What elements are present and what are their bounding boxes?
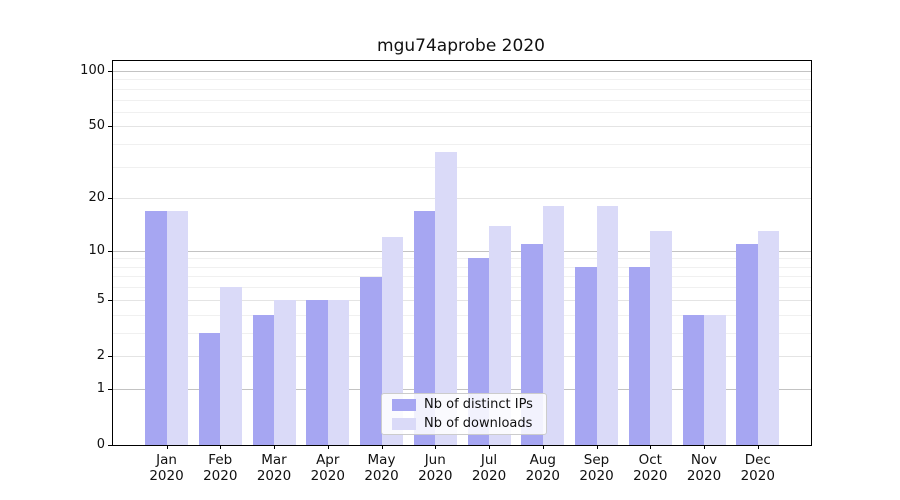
x-tick-label-sep: Sep 2020 [579,452,614,484]
bar-jun-downloads [435,152,457,445]
gridline-decade [113,388,811,390]
bar-apr-distinct-ips [306,299,328,445]
gridline-decade [113,250,811,252]
x-tick-label-apr: Apr 2020 [310,452,345,484]
x-tick-mark [220,445,222,449]
y-tick-mark [108,445,112,446]
x-tick-mark [166,445,168,449]
gridline-minor [113,314,811,316]
gridline-minor [113,266,811,268]
gridline-minor [113,144,811,146]
bar-feb-distinct-ips [198,332,221,445]
gridline-minor [113,88,811,90]
y-tick-label: 0 [96,437,105,452]
legend: Nb of distinct IPs Nb of downloads [381,393,547,435]
bar-oct-downloads [650,231,672,445]
legend-swatch-downloads [392,417,416,430]
x-tick-label-jun: Jun 2020 [418,452,453,484]
x-tick-mark [274,445,275,449]
y-tick-label: 20 [88,190,105,206]
y-tick-mark [108,250,112,252]
bar-dec-distinct-ips [736,243,758,445]
x-tick-mark [757,445,759,449]
y-tick-mark [108,355,112,357]
x-tick-label-dec: Dec 2020 [740,452,775,484]
gridline-major [113,355,811,357]
y-tick-label: 1 [96,380,105,396]
x-tick-mark [542,445,544,449]
y-tick-label: 5 [96,291,105,307]
y-tick-label: 100 [80,63,105,78]
y-tick-label: 10 [88,242,105,258]
y-tick-label: 50 [88,118,105,134]
gridline-minor [113,332,811,334]
bar-feb-downloads [220,287,242,445]
gridline-minor [113,111,811,113]
bar-mar-downloads [274,299,296,445]
gridline-major [113,198,811,200]
bar-aug-downloads [542,206,565,445]
bar-mar-distinct-ips [252,314,274,445]
gridline-decade [113,71,811,72]
chart-title: mgu74aprobe 2020 [377,36,545,56]
x-tick-mark [435,445,437,449]
plot-area: 0 1 2 5 10 20 50 100 Jan 2020 Feb 2020 Mar 2020 Ap… [80,60,812,484]
x-tick-label-jan: Jan 2020 [149,452,184,484]
bar-jan-distinct-ips [145,210,167,445]
bar-apr-downloads [327,299,350,445]
x-tick-label-feb: Feb 2020 [203,452,238,484]
y-tick-mark [108,299,112,301]
bar-nov-downloads [704,314,726,445]
legend-item-distinct-ips: Nb of distinct IPs [382,397,546,412]
bar-jun-distinct-ips [413,210,436,445]
legend-label-downloads: Nb of downloads [424,416,533,431]
x-tick-label-nov: Nov 2020 [686,452,722,484]
legend-label-distinct-ips: Nb of distinct IPs [424,397,533,412]
bar-dec-downloads [757,231,780,445]
bar-oct-distinct-ips [628,266,651,445]
y-tick-mark [108,126,112,128]
bar-jul-downloads [489,225,511,445]
x-tick-label-mar: Mar 2020 [256,452,292,484]
gridline-minor [113,99,811,101]
x-tick-mark [704,445,705,449]
gridline-minor [113,166,811,168]
gridline-minor [113,276,811,278]
x-tick-mark [327,445,329,449]
legend-item-downloads: Nb of downloads [382,416,546,431]
x-tick-mark [596,445,598,449]
y-tick-mark [108,71,112,72]
legend-swatch-distinct-ips [392,398,416,411]
gridline-minor [113,287,811,289]
y-tick-mark [108,388,112,390]
gridline-major [113,126,811,128]
bar-nov-distinct-ips [682,314,704,445]
x-tick-label-aug: Aug 2020 [525,452,560,484]
gridline-minor [113,79,811,81]
bar-sep-distinct-ips [575,266,597,445]
x-tick-mark [650,445,652,449]
x-tick-label-jul: Jul 2020 [471,452,507,484]
x-tick-label-may: May 2020 [364,452,399,484]
x-tick-mark [489,445,490,449]
gridline-minor [113,258,811,260]
x-tick-mark [381,445,383,449]
bar-sep-downloads [596,206,618,445]
y-tick-mark [108,198,112,200]
bar-jan-downloads [166,210,188,445]
x-tick-label-oct: Oct 2020 [633,452,668,484]
gridline-major [113,299,811,301]
bar-may-distinct-ips [360,276,382,445]
y-tick-label: 2 [96,347,105,363]
